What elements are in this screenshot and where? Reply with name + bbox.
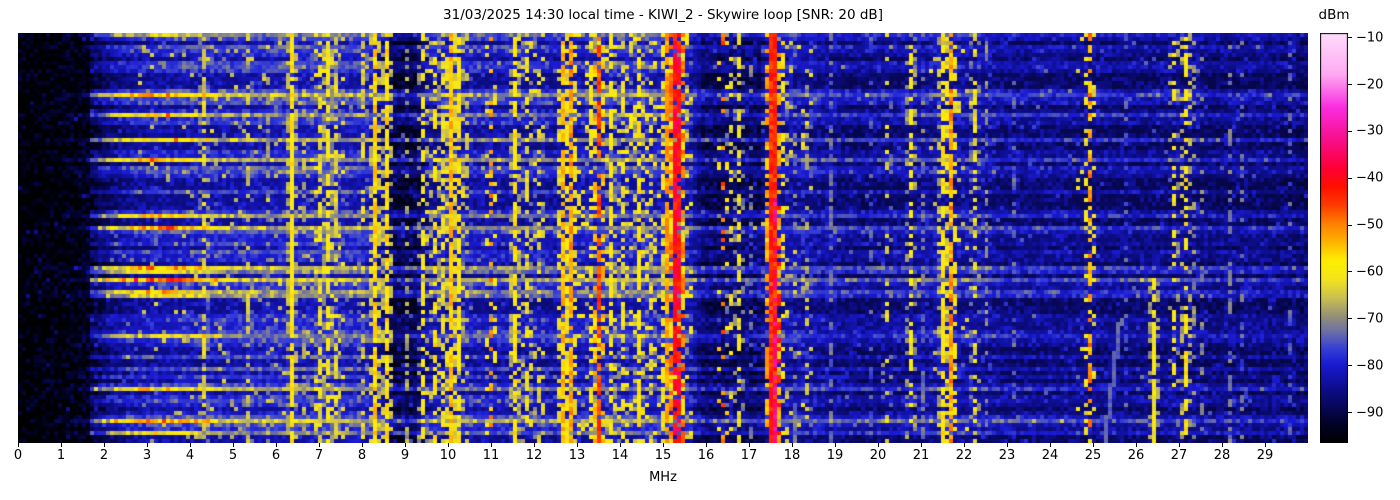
x-tick-mark bbox=[620, 443, 621, 447]
x-tick-mark bbox=[448, 443, 449, 447]
colorbar-tick-label: −50 bbox=[1356, 217, 1384, 233]
x-tick-mark bbox=[534, 443, 535, 447]
x-tick-label: 15 bbox=[654, 448, 672, 463]
x-tick-mark bbox=[190, 443, 191, 447]
x-tick-mark bbox=[1179, 443, 1180, 447]
colorbar-tick-label: −90 bbox=[1356, 405, 1384, 421]
x-tick-label: 26 bbox=[1127, 448, 1145, 463]
x-tick-label: 18 bbox=[783, 448, 801, 463]
colorbar-tick-mark bbox=[1348, 84, 1352, 86]
x-tick-label: 9 bbox=[400, 448, 410, 463]
colorbar-tick-mark bbox=[1348, 365, 1352, 367]
x-tick-mark bbox=[792, 443, 793, 447]
colorbar-tick-mark bbox=[1348, 37, 1352, 39]
x-tick-mark bbox=[577, 443, 578, 447]
spectrogram-heatmap bbox=[18, 33, 1308, 443]
x-tick-label: 2 bbox=[99, 448, 109, 463]
x-tick-label: 8 bbox=[357, 448, 367, 463]
colorbar-tick-mark bbox=[1348, 271, 1352, 273]
x-tick-mark bbox=[663, 443, 664, 447]
x-tick-mark bbox=[233, 443, 234, 447]
x-tick-mark bbox=[1007, 443, 1008, 447]
colorbar-gradient bbox=[1320, 33, 1348, 443]
colorbar-tick-label: −10 bbox=[1356, 30, 1384, 46]
x-tick-label: 14 bbox=[611, 448, 629, 463]
colorbar-tick-mark bbox=[1348, 177, 1352, 179]
x-tick-mark bbox=[319, 443, 320, 447]
plot-title: 31/03/2025 14:30 local time - KIWI_2 - S… bbox=[443, 7, 883, 23]
colorbar-tick-label: −30 bbox=[1356, 123, 1384, 139]
colorbar-tick-mark bbox=[1348, 318, 1352, 320]
x-tick-mark bbox=[1265, 443, 1266, 447]
x-tick-label: 1 bbox=[56, 448, 66, 463]
x-tick-label: 11 bbox=[482, 448, 500, 463]
x-tick-label: 5 bbox=[228, 448, 238, 463]
x-tick-label: 10 bbox=[439, 448, 457, 463]
x-tick-mark bbox=[1093, 443, 1094, 447]
x-tick-label: 6 bbox=[271, 448, 281, 463]
x-axis-label: MHz bbox=[649, 470, 677, 485]
x-tick-mark bbox=[61, 443, 62, 447]
colorbar-tick-label: −60 bbox=[1356, 264, 1384, 280]
x-tick-label: 21 bbox=[912, 448, 930, 463]
x-tick-label: 27 bbox=[1170, 448, 1188, 463]
x-tick-mark bbox=[964, 443, 965, 447]
colorbar-tick-mark bbox=[1348, 130, 1352, 132]
colorbar-title: dBm bbox=[1318, 7, 1350, 23]
x-tick-mark bbox=[878, 443, 879, 447]
colorbar-tick-mark bbox=[1348, 224, 1352, 226]
x-tick-mark bbox=[706, 443, 707, 447]
x-tick-mark bbox=[921, 443, 922, 447]
x-tick-mark bbox=[18, 443, 19, 447]
x-tick-label: 24 bbox=[1041, 448, 1059, 463]
x-tick-label: 3 bbox=[142, 448, 152, 463]
colorbar-tick-label: −20 bbox=[1356, 77, 1384, 93]
x-tick-mark bbox=[1222, 443, 1223, 447]
x-tick-mark bbox=[104, 443, 105, 447]
x-tick-label: 4 bbox=[185, 448, 195, 463]
x-tick-mark bbox=[491, 443, 492, 447]
x-tick-mark bbox=[147, 443, 148, 447]
x-tick-label: 23 bbox=[998, 448, 1016, 463]
colorbar-tick-label: −40 bbox=[1356, 170, 1384, 186]
x-tick-label: 13 bbox=[568, 448, 586, 463]
x-tick-label: 12 bbox=[525, 448, 543, 463]
x-tick-label: 29 bbox=[1256, 448, 1274, 463]
x-tick-label: 22 bbox=[955, 448, 973, 463]
x-tick-label: 19 bbox=[826, 448, 844, 463]
x-tick-label: 20 bbox=[869, 448, 887, 463]
x-tick-mark bbox=[362, 443, 363, 447]
x-tick-mark bbox=[749, 443, 750, 447]
colorbar-tick-mark bbox=[1348, 412, 1352, 414]
colorbar-tick-label: −70 bbox=[1356, 311, 1384, 327]
x-tick-mark bbox=[835, 443, 836, 447]
x-tick-label: 25 bbox=[1084, 448, 1102, 463]
x-tick-mark bbox=[276, 443, 277, 447]
x-tick-mark bbox=[405, 443, 406, 447]
x-tick-mark bbox=[1136, 443, 1137, 447]
x-tick-label: 0 bbox=[13, 448, 23, 463]
x-tick-label: 7 bbox=[314, 448, 324, 463]
x-tick-label: 16 bbox=[697, 448, 715, 463]
x-tick-label: 17 bbox=[740, 448, 758, 463]
x-tick-label: 28 bbox=[1213, 448, 1231, 463]
colorbar-tick-label: −80 bbox=[1356, 358, 1384, 374]
x-tick-mark bbox=[1050, 443, 1051, 447]
